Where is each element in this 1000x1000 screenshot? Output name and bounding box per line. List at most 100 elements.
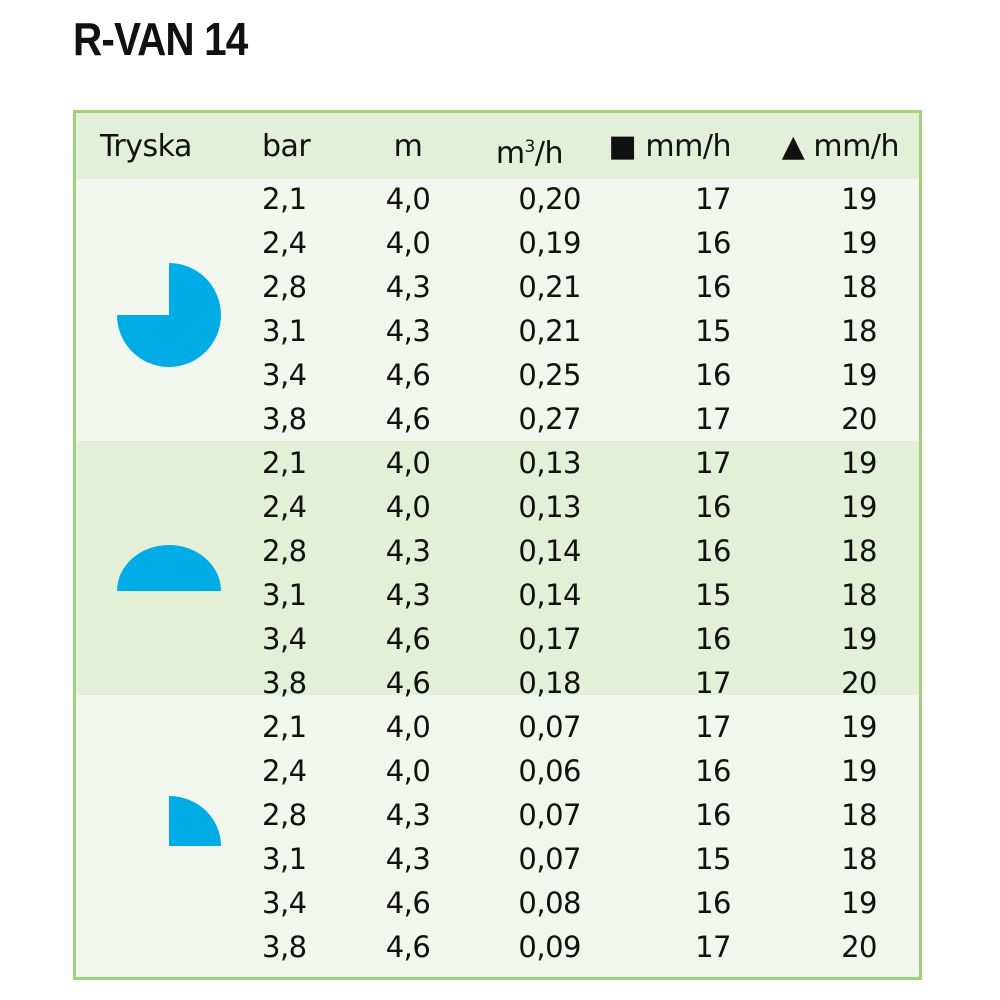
square-rate-label: mm/h [645, 129, 731, 164]
cell-m: 4,3 [385, 314, 431, 348]
cell-flow: 0,14 [518, 578, 581, 612]
cell-tr: 18 [841, 314, 877, 348]
square-icon: ■ [608, 129, 637, 164]
cell-tr: 18 [841, 842, 877, 876]
cell-m: 4,0 [385, 710, 431, 744]
quarter-circle-icon [169, 796, 221, 846]
cell-m: 4,6 [385, 402, 431, 436]
cell-flow: 0,20 [518, 182, 581, 216]
cell-tr: 19 [841, 182, 877, 216]
cell-sq: 16 [695, 622, 731, 656]
header-triangle-rate: ▲ mm/h [781, 125, 900, 169]
cell-sq: 16 [695, 358, 731, 392]
cell-flow: 0,17 [518, 622, 581, 656]
cell-bar: 3,4 [262, 886, 307, 920]
cell-flow: 0,07 [518, 842, 581, 876]
cell-tr: 18 [841, 534, 877, 568]
cell-flow: 0,19 [518, 226, 581, 260]
cell-tr: 19 [841, 622, 877, 656]
cell-m: 4,0 [385, 754, 431, 788]
cell-sq: 15 [695, 314, 731, 348]
cell-m: 4,3 [385, 534, 431, 568]
cell-sq: 16 [695, 534, 731, 568]
header-nozzle: Tryska [100, 129, 192, 164]
cell-flow: 0,25 [518, 358, 581, 392]
cell-flow: 0,07 [518, 798, 581, 832]
cell-flow: 0,13 [518, 490, 581, 524]
cell-sq: 16 [695, 490, 731, 524]
cell-bar: 2,8 [262, 270, 307, 304]
cell-sq: 17 [695, 666, 731, 700]
header-m: m [393, 129, 423, 164]
cell-tr: 20 [841, 402, 877, 436]
cell-tr: 18 [841, 270, 877, 304]
cell-m: 4,0 [385, 182, 431, 216]
cell-tr: 19 [841, 446, 877, 480]
cell-tr: 19 [841, 226, 877, 260]
cell-tr: 19 [841, 490, 877, 524]
cell-tr: 18 [841, 798, 877, 832]
cell-sq: 17 [695, 710, 731, 744]
cell-flow: 0,18 [518, 666, 581, 700]
cell-m: 4,3 [385, 270, 431, 304]
header-square-rate: ■ mm/h [608, 125, 732, 169]
cell-sq: 16 [695, 226, 731, 260]
triangle-icon: ▲ [781, 129, 805, 164]
cell-flow: 0,07 [518, 710, 581, 744]
cell-tr: 20 [841, 666, 877, 700]
cell-sq: 16 [695, 754, 731, 788]
table-header: Tryska bar m m3/h ■ mm/h ▲ mm/h [76, 113, 919, 179]
cell-bar: 3,8 [262, 402, 307, 436]
triangle-rate-label: mm/h [813, 129, 899, 164]
group-band [76, 441, 919, 695]
cell-m: 4,0 [385, 226, 431, 260]
cell-flow: 0,06 [518, 754, 581, 788]
cell-m: 4,3 [385, 798, 431, 832]
cell-m: 4,3 [385, 842, 431, 876]
cell-m: 4,6 [385, 358, 431, 392]
cell-flow: 0,21 [518, 314, 581, 348]
cell-tr: 19 [841, 754, 877, 788]
cell-m: 4,3 [385, 578, 431, 612]
page-title: R-VAN 14 [73, 13, 248, 65]
cell-m: 4,0 [385, 490, 431, 524]
cell-bar: 3,8 [262, 930, 307, 964]
cell-sq: 17 [695, 446, 731, 480]
cell-m: 4,6 [385, 930, 431, 964]
cell-sq: 15 [695, 578, 731, 612]
cell-bar: 2,1 [262, 710, 307, 744]
cell-m: 4,6 [385, 622, 431, 656]
cell-bar: 2,1 [262, 182, 307, 216]
cell-tr: 20 [841, 930, 877, 964]
cell-bar: 2,1 [262, 446, 307, 480]
cell-sq: 15 [695, 842, 731, 876]
cell-bar: 2,4 [262, 490, 307, 524]
cell-bar: 2,4 [262, 226, 307, 260]
cell-tr: 19 [841, 358, 877, 392]
header-flow: m3/h [495, 136, 564, 171]
cell-bar: 3,1 [262, 842, 307, 876]
cell-flow: 0,09 [518, 930, 581, 964]
cell-flow: 0,27 [518, 402, 581, 436]
cell-sq: 17 [695, 930, 731, 964]
cell-tr: 19 [841, 886, 877, 920]
three-quarter-circle-icon [117, 263, 221, 367]
cell-sq: 16 [695, 798, 731, 832]
cell-bar: 2,8 [262, 534, 307, 568]
cell-sq: 16 [695, 886, 731, 920]
cell-sq: 17 [695, 182, 731, 216]
cell-tr: 18 [841, 578, 877, 612]
cell-m: 4,6 [385, 666, 431, 700]
cell-flow: 0,14 [518, 534, 581, 568]
cell-bar: 3,4 [262, 622, 307, 656]
nozzle-performance-table: Tryska bar m m3/h ■ mm/h ▲ mm/h 2,1 4,0 0,… [73, 110, 922, 980]
half-circle-icon [117, 545, 221, 591]
cell-bar: 2,4 [262, 754, 307, 788]
cell-bar: 3,1 [262, 578, 307, 612]
cell-bar: 3,1 [262, 314, 307, 348]
cell-sq: 17 [695, 402, 731, 436]
cell-bar: 3,4 [262, 358, 307, 392]
cell-m: 4,6 [385, 886, 431, 920]
cell-bar: 2,8 [262, 798, 307, 832]
cell-flow: 0,08 [518, 886, 581, 920]
